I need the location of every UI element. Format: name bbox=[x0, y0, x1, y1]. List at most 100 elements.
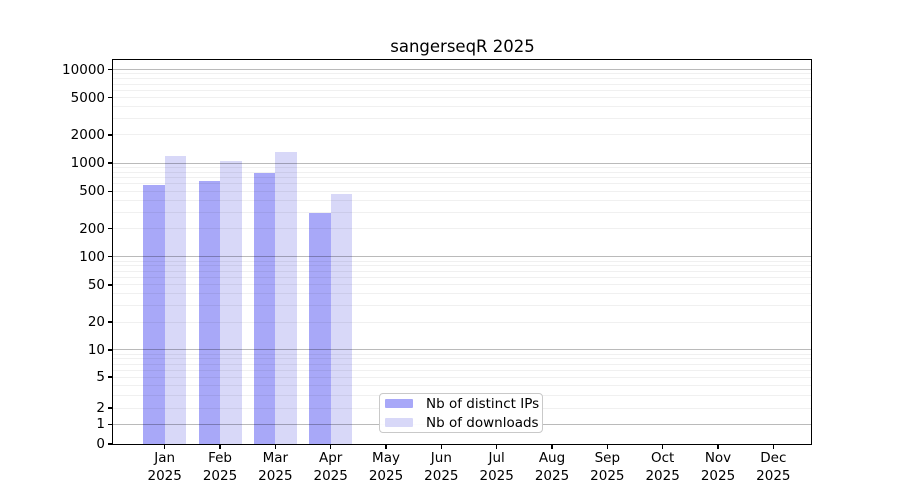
gridline bbox=[113, 376, 812, 378]
legend: Nb of distinct IPs Nb of downloads bbox=[379, 393, 543, 433]
y-tick-label: 200 bbox=[79, 220, 105, 237]
bar-distinct-ips-apr bbox=[309, 213, 331, 444]
x-tick-month: Apr bbox=[319, 450, 343, 466]
x-tick-month: Mar bbox=[262, 450, 289, 466]
y-axis-tick bbox=[108, 376, 113, 378]
bar-downloads-jan bbox=[164, 155, 187, 444]
x-axis-tick bbox=[606, 444, 609, 449]
x-tick-label: Jul 2025 bbox=[462, 450, 532, 485]
x-axis-tick bbox=[717, 444, 719, 449]
gridline bbox=[113, 293, 812, 295]
x-tick-label: Jun 2025 bbox=[406, 450, 476, 485]
bar-distinct-ips-feb bbox=[198, 181, 221, 444]
x-tick-label: Feb 2025 bbox=[185, 450, 255, 485]
gridline bbox=[113, 270, 812, 272]
gridline bbox=[113, 305, 812, 307]
gridline bbox=[113, 353, 812, 355]
x-axis-tick bbox=[274, 444, 277, 449]
y-axis-tick bbox=[108, 162, 113, 164]
x-tick-month: Dec bbox=[760, 450, 787, 466]
gridline bbox=[113, 83, 812, 85]
x-tick-year: 2025 bbox=[534, 467, 570, 484]
x-axis-tick bbox=[219, 444, 221, 449]
x-tick-year: 2025 bbox=[590, 467, 625, 484]
gridline bbox=[113, 190, 812, 192]
y-axis-tick bbox=[108, 349, 113, 351]
x-tick-month: May bbox=[372, 450, 400, 466]
gridline bbox=[113, 177, 812, 179]
gridline bbox=[113, 73, 812, 75]
x-tick-label: Mar 2025 bbox=[240, 450, 310, 485]
bar-downloads-mar bbox=[275, 152, 297, 444]
x-axis-tick bbox=[495, 444, 498, 449]
chart-title: sangerseqR 2025 bbox=[390, 37, 535, 56]
x-tick-year: 2025 bbox=[202, 467, 238, 484]
gridline bbox=[113, 69, 812, 70]
y-tick-label: 50 bbox=[87, 276, 105, 293]
x-tick-label: Apr 2025 bbox=[296, 450, 366, 485]
gridline bbox=[113, 89, 812, 91]
gridline bbox=[113, 97, 812, 99]
legend-entry-downloads: Nb of downloads bbox=[380, 413, 542, 432]
x-tick-label: Dec 2025 bbox=[738, 450, 808, 485]
x-tick-month: Jun bbox=[430, 450, 452, 466]
y-tick-label: 1000 bbox=[70, 155, 105, 172]
grid-layer bbox=[113, 60, 812, 444]
x-axis-tick bbox=[551, 444, 553, 449]
gridline bbox=[113, 228, 812, 230]
x-tick-year: 2025 bbox=[313, 467, 348, 484]
x-tick-month: Jul bbox=[488, 450, 505, 466]
gridline bbox=[113, 363, 812, 365]
y-tick-label: 500 bbox=[79, 183, 105, 200]
x-tick-year: 2025 bbox=[258, 467, 293, 484]
gridline bbox=[113, 260, 812, 262]
y-tick-label: 2 bbox=[96, 400, 105, 417]
gridline bbox=[113, 358, 812, 360]
y-axis-tick bbox=[108, 407, 113, 409]
gridline bbox=[113, 384, 812, 386]
bar-downloads-feb bbox=[220, 161, 242, 444]
gridline bbox=[113, 183, 812, 185]
y-axis-tick bbox=[108, 443, 113, 445]
x-tick-year: 2025 bbox=[368, 467, 404, 484]
y-tick-label: 10000 bbox=[62, 61, 105, 78]
x-axis-tick bbox=[329, 444, 332, 449]
gridline bbox=[113, 117, 812, 119]
gridline bbox=[113, 199, 812, 201]
x-tick-year: 2025 bbox=[700, 467, 736, 484]
y-tick-label: 0 bbox=[96, 436, 105, 452]
y-axis-tick bbox=[108, 284, 113, 286]
distinct-ips-swatch-icon bbox=[385, 398, 413, 409]
x-tick-year: 2025 bbox=[424, 467, 459, 484]
x-axis-tick bbox=[772, 444, 775, 449]
gridline bbox=[113, 171, 812, 173]
x-tick-label: May 2025 bbox=[351, 450, 421, 485]
gridline bbox=[113, 265, 812, 267]
x-tick-label: Jan 2025 bbox=[130, 450, 200, 485]
y-axis-tick bbox=[108, 256, 113, 258]
x-axis-tick bbox=[385, 444, 387, 449]
y-tick-label: 5000 bbox=[70, 89, 105, 106]
gridline bbox=[113, 134, 812, 136]
y-tick-label: 100 bbox=[79, 248, 105, 265]
x-tick-month: Oct bbox=[650, 450, 675, 466]
gridline bbox=[113, 166, 812, 168]
gridline bbox=[113, 106, 812, 108]
legend-label: Nb of distinct IPs bbox=[426, 395, 540, 412]
x-tick-label: Oct 2025 bbox=[628, 450, 698, 485]
y-axis-tick bbox=[108, 423, 113, 426]
legend-label: Nb of downloads bbox=[426, 414, 539, 431]
gridline bbox=[113, 277, 812, 278]
x-tick-year: 2025 bbox=[479, 467, 514, 484]
bar-distinct-ips-jan bbox=[143, 185, 165, 444]
gridline bbox=[113, 256, 812, 258]
gridline bbox=[113, 349, 812, 351]
x-axis-tick bbox=[440, 444, 443, 449]
x-tick-label: Aug 2025 bbox=[517, 450, 587, 485]
downloads-swatch-icon bbox=[385, 417, 413, 428]
y-axis-tick bbox=[108, 190, 113, 192]
bars-layer bbox=[113, 60, 812, 444]
x-tick-month: Aug bbox=[538, 450, 566, 466]
y-tick-label: 20 bbox=[87, 314, 105, 331]
